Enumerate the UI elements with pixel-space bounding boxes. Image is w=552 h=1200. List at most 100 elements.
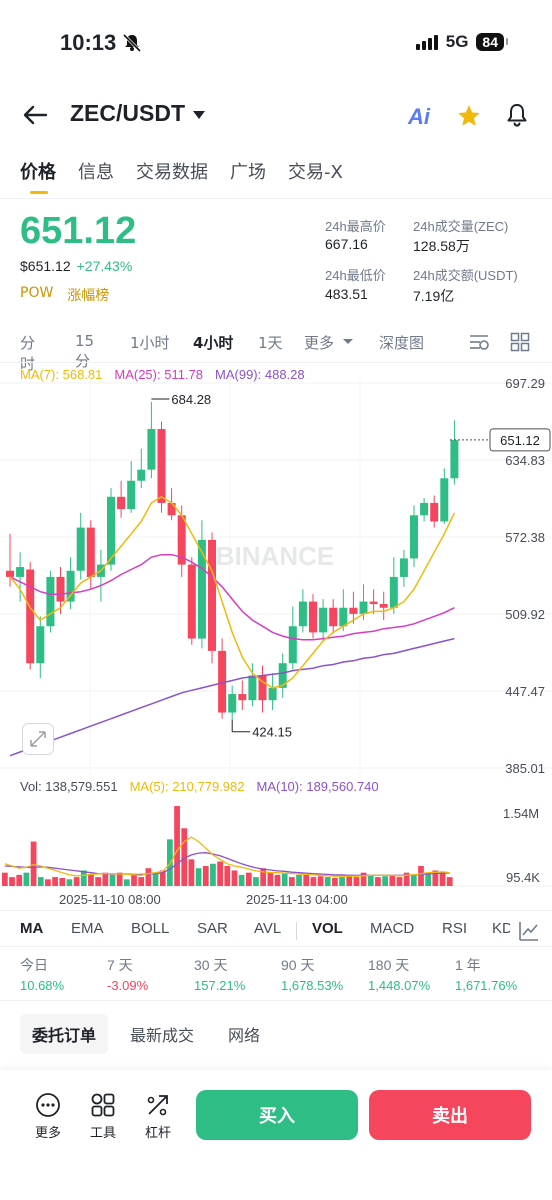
tab-network[interactable]: 网络 [228, 1026, 261, 1045]
chart-top-divider [0, 362, 552, 363]
candlestick-chart[interactable]: BINANCE 697.29 634.83 572.38 509.92 447.47 38… [0, 375, 552, 775]
last-price-box [489, 428, 551, 452]
candle [208, 539, 216, 651]
volume-bar [432, 870, 439, 886]
tools-grid-icon [91, 1093, 115, 1117]
candle [117, 496, 126, 510]
tag-pow[interactable]: POW [20, 285, 54, 301]
ind-kd[interactable]: KD [492, 920, 510, 937]
fiat-price: $651.12 [20, 258, 71, 274]
price-change: +27.43% [76, 258, 133, 274]
ind-ema[interactable]: EMA [71, 920, 104, 937]
tab-info[interactable]: 信息 [78, 162, 114, 183]
tab-trading-data[interactable]: 交易数据 [136, 162, 208, 183]
volume-bar [80, 870, 87, 886]
tab-square[interactable]: 广场 [230, 162, 266, 183]
volume-bar [238, 874, 245, 886]
candle [359, 601, 368, 614]
volume-bar [195, 868, 202, 886]
tf-1h[interactable]: 1小时 [130, 334, 170, 352]
volume-legend: Vol: 138,579.551 MA(5): 210,779.982 MA(1… [20, 779, 379, 794]
stat-low-label: 24h最低价 [325, 268, 386, 283]
volume-bar [30, 841, 37, 886]
candle [16, 567, 25, 577]
volume-bar [23, 872, 30, 886]
chart-tools-icon[interactable] [518, 920, 540, 942]
expand-icon[interactable] [22, 723, 54, 755]
volume-bar [16, 874, 23, 886]
volume-bar [159, 870, 166, 886]
indicator-settings-icon[interactable] [468, 332, 490, 352]
vol-ytick-top: 1.54M [503, 806, 540, 821]
back-arrow-icon[interactable] [22, 104, 48, 126]
ind-ma[interactable]: MA [20, 920, 44, 937]
star-favorite-icon[interactable] [456, 103, 482, 129]
volume-bar [52, 877, 58, 886]
volume-bar [123, 879, 130, 886]
tools-button[interactable]: 工具 [83, 1092, 123, 1141]
ind-boll[interactable]: BOLL [131, 920, 170, 937]
more-button[interactable]: 更多 [28, 1092, 68, 1141]
tf-15m[interactable]: 15分 [75, 332, 95, 370]
tab-open-orders[interactable]: 委托订单 [20, 1014, 109, 1054]
candle [197, 539, 206, 639]
volume-bar [59, 878, 66, 886]
volume-bar [296, 874, 302, 886]
tab-latest-trades[interactable]: 最新成交 [130, 1026, 195, 1045]
volume-bar [382, 876, 388, 886]
ind-vol[interactable]: VOL [312, 920, 343, 937]
ind-sar[interactable]: SAR [197, 920, 228, 937]
perf-bottom-divider [0, 1000, 552, 1001]
candle [157, 428, 166, 503]
y-tick-label: 509.92 [505, 607, 545, 622]
tab-price[interactable]: 价格 [20, 158, 56, 194]
stat-turnover: 7.19亿 [413, 288, 455, 304]
candle [349, 607, 358, 614]
volume-chart[interactable] [0, 798, 552, 888]
volume-bar [66, 879, 73, 886]
tf-1d[interactable]: 1天 [258, 334, 283, 352]
buy-button[interactable]: 买入 [196, 1090, 358, 1140]
tf-depth[interactable]: 深度图 [379, 334, 425, 352]
tag-gainers[interactable]: 涨幅榜 [67, 288, 110, 304]
sell-button[interactable]: 卖出 [369, 1090, 531, 1140]
candle [177, 515, 186, 565]
candle [440, 478, 449, 522]
candle [258, 675, 267, 701]
grid-layout-icon[interactable] [510, 332, 530, 352]
y-tick-label: 447.47 [505, 684, 545, 699]
ind-avl[interactable]: AVL [254, 920, 282, 937]
pair-name: ZEC/USDT [70, 100, 185, 126]
battery-indicator: 84 [476, 33, 508, 51]
tabs-divider [0, 198, 552, 199]
perf-label-today: 今日 [20, 957, 48, 973]
ai-icon[interactable]: Ai [408, 104, 430, 129]
volume-bar [389, 874, 396, 886]
ind-macd[interactable]: MACD [370, 920, 415, 937]
perf-label-90d: 90 天 [281, 957, 315, 973]
y-tick-label: 697.29 [505, 376, 545, 391]
tf-more[interactable]: 更多 [304, 334, 335, 352]
bell-icon[interactable] [505, 102, 529, 128]
perf-divider [0, 946, 552, 947]
more-label: 更多 [34, 1126, 61, 1141]
volume-bar [288, 877, 295, 886]
perf-label-1y: 1 年 [455, 957, 481, 973]
pair-selector[interactable]: ZEC/USDT [70, 100, 205, 127]
volume-bar [274, 874, 281, 886]
candle [46, 576, 55, 627]
candle [147, 428, 156, 470]
perf-30d: 157.21% [194, 978, 246, 993]
tf-4h[interactable]: 4小时 [193, 334, 234, 352]
tf-line[interactable]: 分时 [20, 334, 36, 373]
leverage-button[interactable]: 杠杆 [138, 1092, 178, 1141]
tab-trade-x[interactable]: 交易-X [288, 162, 343, 183]
candle [379, 604, 388, 608]
perf-7d: -3.09% [107, 978, 149, 993]
perf-today: 10.68% [20, 978, 65, 993]
ind-rsi[interactable]: RSI [442, 920, 468, 937]
volume-bar [396, 877, 403, 886]
volume-bar [231, 870, 238, 886]
ma99-line [9, 637, 455, 757]
volume-bar [346, 874, 353, 886]
